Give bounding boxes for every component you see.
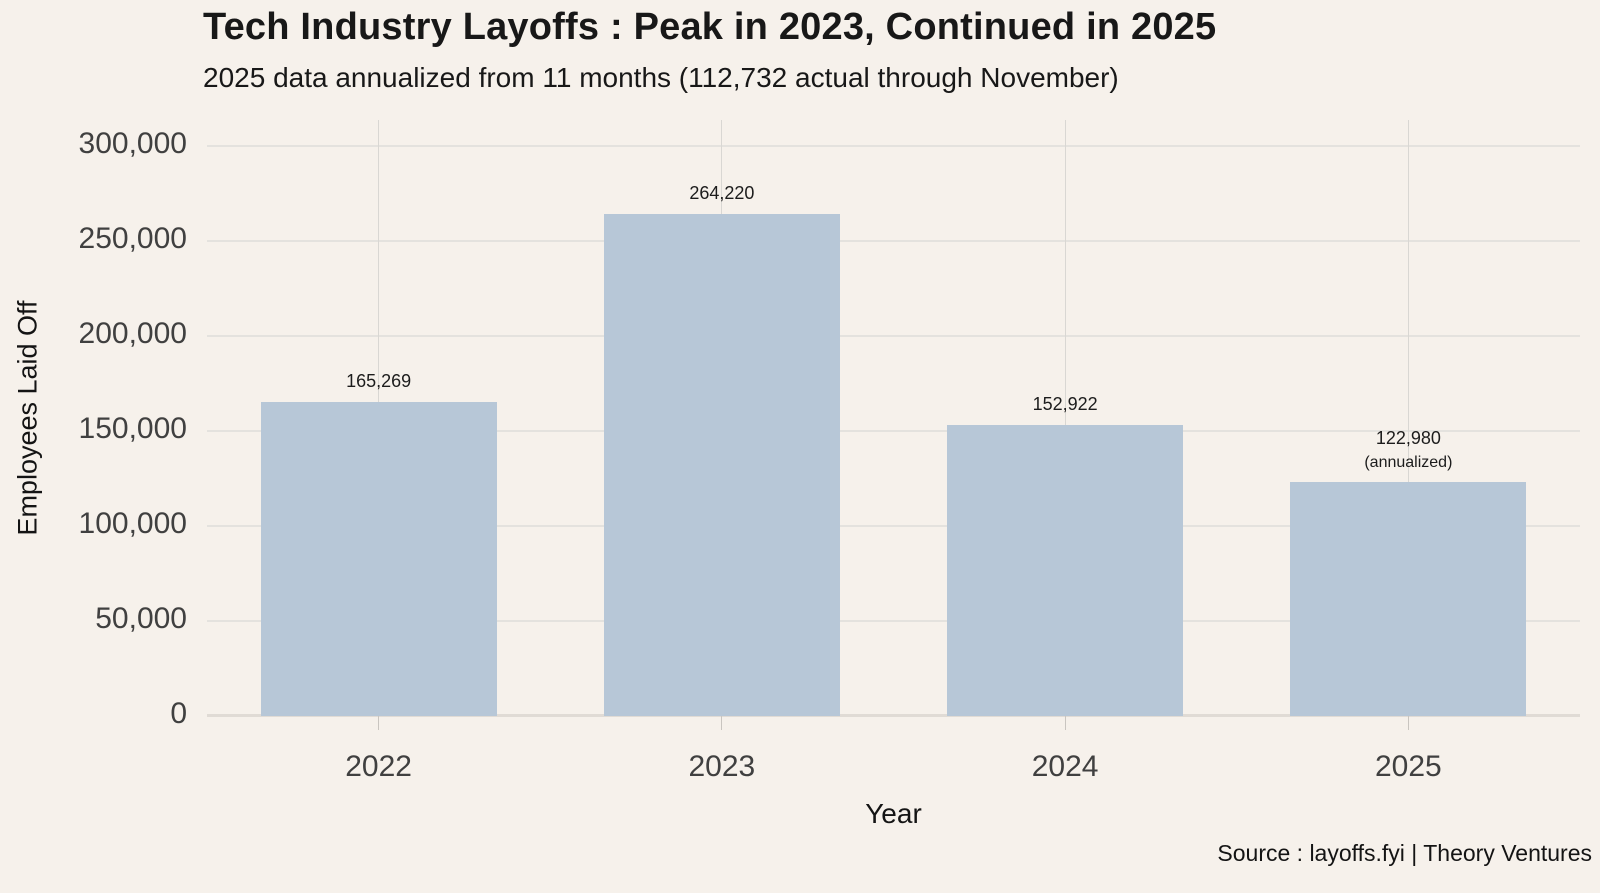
x-tick <box>1064 716 1066 730</box>
bar-2024 <box>947 425 1184 716</box>
x-tick-label-2025: 2025 <box>1375 750 1442 783</box>
y-tick-label: 300,000 <box>78 127 187 160</box>
bar-value-sublabel-2025: (annualized) <box>1364 454 1453 472</box>
bar-value-label-2025: 122,980 (annualized) <box>1258 425 1558 474</box>
y-gridline <box>207 145 1580 147</box>
x-tick-label-2023: 2023 <box>688 750 756 783</box>
y-tick-label: 250,000 <box>78 222 187 255</box>
bar-2025 <box>1290 482 1527 716</box>
chart-subtitle: 2025 data annualized from 11 months (112… <box>203 62 1119 93</box>
source-credit: Source : layoffs.fyi | Theory Ventures <box>1217 840 1592 866</box>
y-tick-label: 200,000 <box>78 317 187 350</box>
x-tick <box>378 716 380 730</box>
v-gridline <box>1407 120 1409 716</box>
bar-value-label-2023: 264,220 <box>689 182 755 203</box>
y-tick-label: 50,000 <box>95 602 187 635</box>
y-gridline <box>207 430 1580 432</box>
y-gridline <box>207 240 1580 242</box>
y-tick-label: 0 <box>170 697 187 730</box>
bar-2022 <box>260 402 497 716</box>
plot-area: 165,269 264,220 152,922 122,980 (annualized) <box>207 120 1580 730</box>
x-tick <box>721 716 723 730</box>
bar-value-label-2024: 152,922 <box>1032 394 1098 415</box>
bar-value-label-2022: 165,269 <box>346 370 412 391</box>
x-tick-label-2024: 2024 <box>1031 750 1099 783</box>
x-axis-title: Year <box>865 798 922 829</box>
y-tick-label: 150,000 <box>78 412 187 445</box>
x-tick <box>1407 716 1409 730</box>
y-tick-label: 100,000 <box>78 507 187 540</box>
bar-2023 <box>603 213 840 716</box>
y-gridline <box>207 525 1580 527</box>
v-gridline <box>1064 120 1066 716</box>
y-gridline <box>207 714 1580 717</box>
y-gridline <box>207 335 1580 337</box>
chart-title: Tech Industry Layoffs : Peak in 2023, Co… <box>203 6 1217 48</box>
x-tick-label-2022: 2022 <box>345 750 412 783</box>
y-gridline <box>207 620 1580 622</box>
